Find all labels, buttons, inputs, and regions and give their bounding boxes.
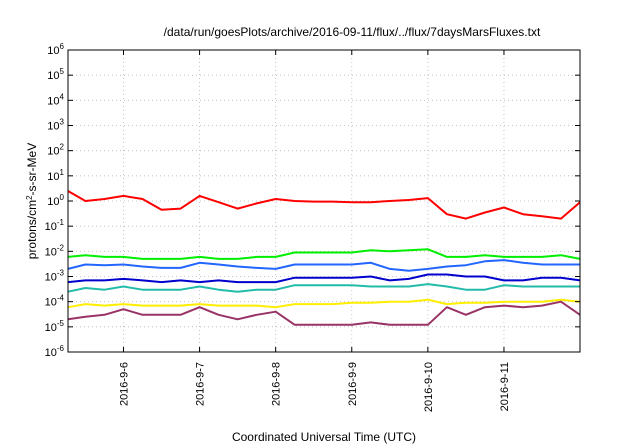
chart-title: /data/run/goesPlots/archive/2016-09-11/f… (164, 25, 541, 39)
series-layer (67, 190, 581, 326)
y-tick-label: 10-2 (45, 243, 65, 258)
x-tick-label: 2016-9-6 (118, 362, 130, 406)
x-tick-label: 2016-9-10 (423, 362, 435, 412)
y-tick-label: 105 (47, 67, 64, 82)
y-tick-label: 10-6 (45, 344, 65, 359)
x-tick-label: 2016-9-7 (195, 362, 207, 406)
series-line-2 (67, 248, 581, 260)
y-tick-label: 103 (47, 118, 64, 133)
y-tick-label: 104 (47, 92, 64, 107)
x-tick-label: 2016-9-9 (347, 362, 359, 406)
x-axis-label: Coordinated Universal Time (UTC) (232, 430, 416, 444)
y-tick-label: 10-5 (45, 319, 65, 334)
y-tick-label: 101 (47, 168, 64, 183)
x-tick-label: 2016-9-11 (499, 362, 511, 411)
y-axis-label: protons/cm2-s-sr-MeV (25, 143, 40, 259)
x-tick-label: 2016-9-8 (271, 362, 283, 406)
y-tick-label: 10-3 (45, 269, 65, 284)
y-tick-label: 100 (47, 193, 64, 208)
series-line-7 (67, 300, 581, 326)
y-axis: 106 105 104 103 102 101 100 10-1 10-2 10-3 10-4 10-… (45, 42, 580, 359)
y-tick-label: 102 (47, 143, 64, 158)
series-line-4 (67, 273, 581, 284)
y-tick-label: 10-1 (45, 218, 65, 233)
series-line-1 (67, 190, 581, 220)
series-line-6 (67, 298, 581, 309)
x-axis: 2016-9-6 2016-9-7 2016-9-8 2016-9-9 2016-9-1… (118, 50, 511, 412)
series-line-3 (67, 259, 580, 272)
series-line-5 (67, 283, 580, 293)
y-tick-label: 106 (47, 42, 64, 57)
y-tick-label: 10-4 (45, 294, 65, 309)
